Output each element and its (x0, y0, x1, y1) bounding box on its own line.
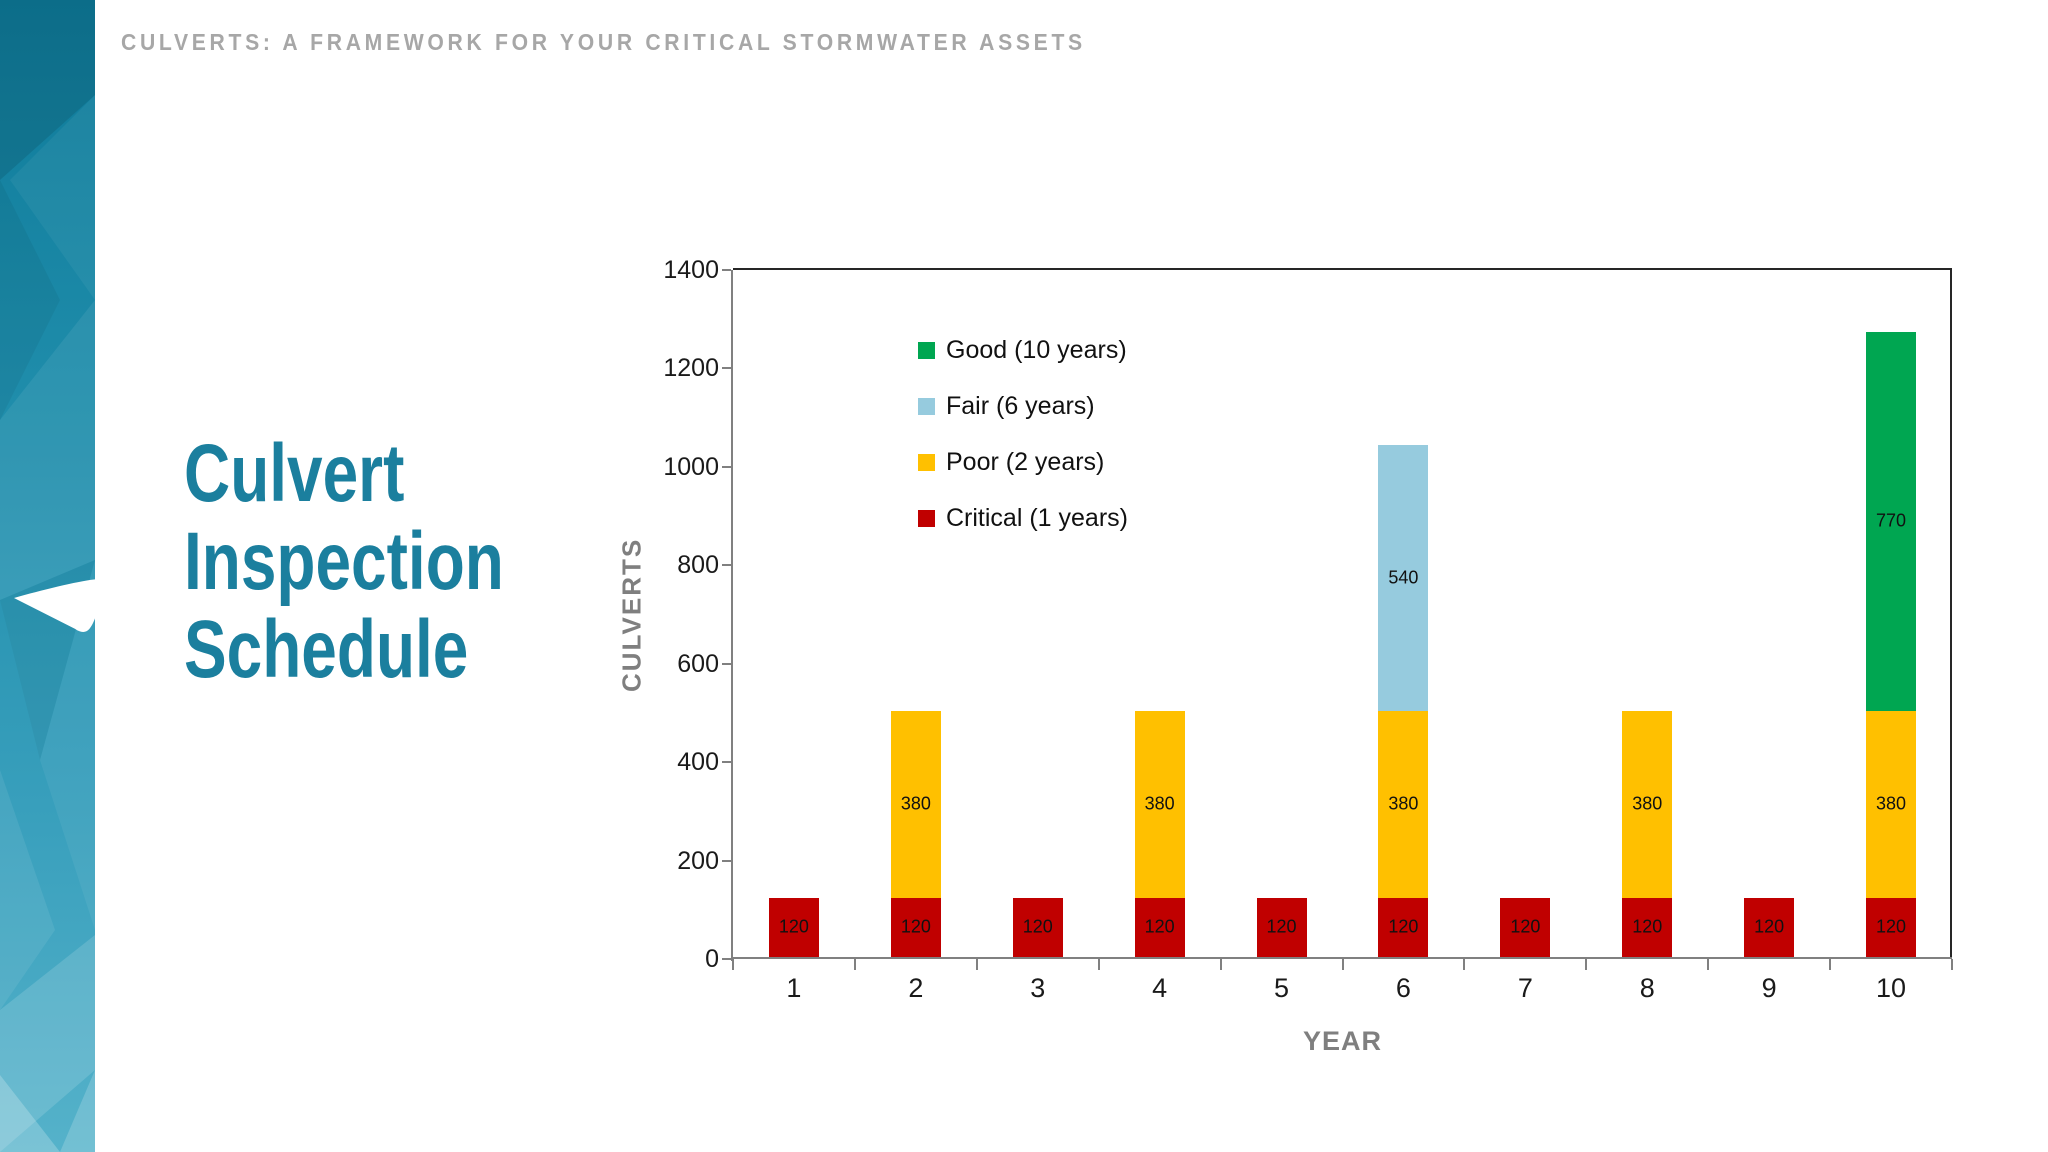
x-axis-title: YEAR (1302, 1026, 1382, 1056)
data-label: 770 (1876, 510, 1907, 531)
y-tick-label: 0 (705, 945, 719, 973)
legend-label: Critical (1 years) (946, 503, 1128, 532)
x-category-label-1: 1 (786, 973, 802, 1003)
x-category-label-10: 10 (1876, 973, 1907, 1003)
data-label: 380 (1876, 793, 1907, 814)
data-label: 120 (1632, 916, 1663, 937)
x-tick-mark (1585, 959, 1588, 970)
bar-segment-critical-year-4: 120 (1134, 897, 1185, 957)
bar-segment-critical-year-2: 120 (890, 897, 941, 957)
slide-title: Culvert Inspection Schedule (184, 430, 504, 694)
x-tick-mark (853, 959, 856, 970)
data-label: 120 (778, 916, 809, 937)
x-tick-mark (1829, 959, 1832, 970)
data-label: 120 (1144, 916, 1175, 937)
y-tick-label: 1200 (663, 354, 719, 383)
bar-segment-critical-year-3: 120 (1012, 897, 1063, 957)
x-tick-mark (1463, 959, 1466, 970)
y-tick-mark (722, 269, 731, 271)
y-tick-mark (722, 564, 731, 567)
legend-item: Fair (6 years) (918, 378, 1128, 434)
bar-segment-critical-year-8: 120 (1622, 897, 1673, 957)
data-label: 120 (1022, 916, 1053, 937)
data-label: 120 (900, 916, 931, 937)
y-tick-mark (722, 465, 731, 468)
x-axis-line (731, 957, 1952, 959)
slide-title-line-3: Schedule (184, 604, 469, 695)
bar-segment-critical-year-10: 120 (1866, 897, 1917, 957)
y-tick-label: 600 (677, 649, 719, 678)
bar-segment-poor-year-6: 380 (1378, 710, 1429, 898)
data-label: 540 (1388, 567, 1419, 588)
x-category-label-5: 5 (1274, 973, 1290, 1003)
x-category-label-4: 4 (1152, 973, 1168, 1003)
data-label: 380 (1144, 793, 1175, 814)
bar-segment-critical-year-9: 120 (1744, 897, 1795, 957)
x-tick-mark (975, 959, 978, 970)
data-label: 120 (1876, 916, 1907, 937)
bar-segment-critical-year-5: 120 (1256, 897, 1307, 957)
legend-swatch-icon (918, 341, 935, 359)
presentation-header-text: CULVERTS: A FRAMEWORK FOR YOUR CRITICAL … (121, 29, 1086, 55)
x-category-label-2: 2 (908, 973, 924, 1003)
y-tick-label: 800 (677, 551, 719, 580)
legend-swatch-icon (918, 453, 935, 471)
y-tick-mark (722, 367, 731, 370)
company-pennant-logo-icon (14, 579, 104, 632)
data-label: 120 (1266, 916, 1297, 937)
data-label: 120 (1388, 916, 1419, 937)
data-label: 380 (1388, 793, 1419, 814)
x-tick-mark (732, 959, 734, 970)
sidebar-accent-band (0, 0, 104, 1152)
x-tick-mark (1951, 959, 1953, 970)
legend-item: Critical (1 years) (918, 490, 1128, 546)
bar-segment-poor-year-10: 380 (1866, 710, 1917, 898)
legend-label: Good (10 years) (946, 335, 1127, 364)
x-category-label-6: 6 (1395, 973, 1411, 1003)
stacked-bar-chart: CULVERTS YEAR 0 200 400 600 800 1000 1200 1400 … (617, 258, 1953, 1056)
y-tick-label: 400 (677, 748, 719, 777)
sidebar-polygon-art (0, 0, 95, 1152)
x-category-label-7: 7 (1517, 973, 1533, 1003)
legend-swatch-icon (918, 397, 935, 415)
y-tick-label: 1400 (663, 256, 719, 284)
bar-segment-fair-year-6: 540 (1378, 445, 1429, 711)
data-label: 380 (900, 793, 931, 814)
legend-swatch-icon (918, 509, 935, 527)
bar-segment-critical-year-1: 120 (768, 897, 819, 957)
bar-segment-poor-year-8: 380 (1622, 710, 1673, 898)
x-tick-mark (1097, 959, 1100, 970)
x-category-label-9: 9 (1761, 973, 1777, 1003)
x-tick-mark (1219, 959, 1222, 970)
y-axis-line (731, 270, 733, 961)
y-tick-mark (722, 958, 731, 960)
data-label: 120 (1510, 916, 1541, 937)
y-tick-label: 1000 (663, 452, 719, 481)
legend-item: Good (10 years) (918, 322, 1128, 378)
x-tick-mark (1707, 959, 1710, 970)
bar-segment-poor-year-2: 380 (890, 710, 941, 898)
x-category-label-3: 3 (1030, 973, 1046, 1003)
legend-label: Poor (2 years) (946, 447, 1105, 476)
y-tick-mark (722, 859, 731, 862)
y-tick-mark (722, 761, 731, 764)
data-label: 120 (1754, 916, 1785, 937)
slide-title-line-1: Culvert (184, 428, 405, 519)
slide-title-line-2: Inspection (184, 516, 504, 607)
bar-segment-poor-year-4: 380 (1134, 710, 1185, 898)
chart-legend: Good (10 years) Fair (6 years) Poor (2 yea… (918, 322, 1128, 546)
bar-segment-good-year-10: 770 (1866, 332, 1917, 711)
bar-segment-critical-year-6: 120 (1378, 897, 1429, 957)
bar-segment-critical-year-7: 120 (1500, 897, 1551, 957)
y-tick-mark (722, 662, 731, 665)
x-category-label-8: 8 (1639, 973, 1655, 1003)
y-tick-label: 200 (677, 846, 719, 875)
x-tick-mark (1341, 959, 1344, 970)
legend-item: Poor (2 years) (918, 434, 1128, 490)
legend-label: Fair (6 years) (946, 391, 1095, 420)
data-label: 380 (1632, 793, 1663, 814)
